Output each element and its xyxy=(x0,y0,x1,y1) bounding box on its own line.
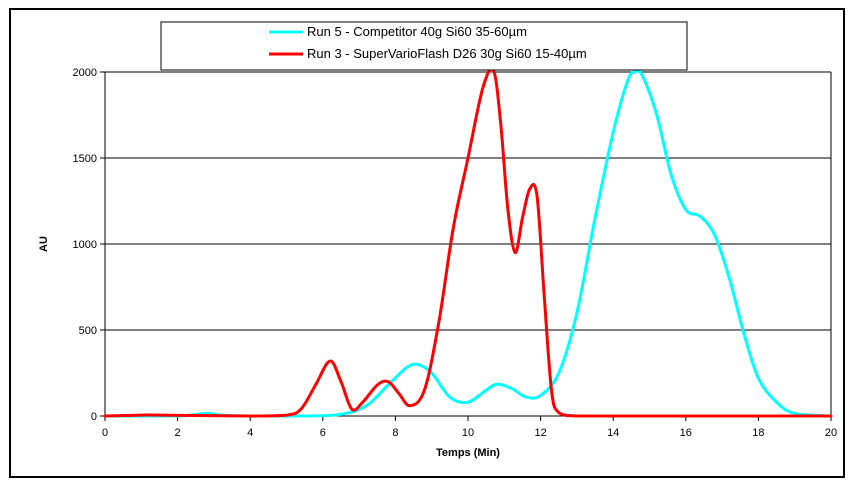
y-tick-label: 1500 xyxy=(73,153,97,165)
x-axis-title: Temps (Min) xyxy=(436,447,500,459)
tick-labels: 0 500 1000 1500 2000 0 2 4 6 8 10 12 14 16 18 20 xyxy=(73,67,838,439)
x-tick-label: 10 xyxy=(462,427,474,439)
y-tick-label: 500 xyxy=(79,325,97,337)
x-tick-label: 8 xyxy=(392,427,398,439)
series-line-run-5 xyxy=(103,69,833,418)
legend: Run 5 - Competitor 40g Si60 35-60µm Run … xyxy=(160,21,688,71)
x-tick-label: 14 xyxy=(607,427,619,439)
x-tick-label: 20 xyxy=(825,427,837,439)
x-tick-label: 16 xyxy=(680,427,692,439)
y-axis-title: AU xyxy=(38,236,50,252)
series-lines xyxy=(103,67,833,418)
series-line-run-3 xyxy=(103,67,833,418)
legend-label-run-5: Run 5 - Competitor 40g Si60 35-60µm xyxy=(307,24,527,39)
chart: 0 500 1000 1500 2000 0 2 4 6 8 10 12 14 16 18 20 Temps … xyxy=(38,21,838,459)
x-tick-label: 18 xyxy=(752,427,764,439)
gridlines xyxy=(105,71,831,331)
x-tick-label: 0 xyxy=(102,427,108,439)
legend-box xyxy=(160,21,688,71)
x-tick-label: 12 xyxy=(534,427,546,439)
x-tick-label: 6 xyxy=(320,427,326,439)
x-tick-label: 4 xyxy=(247,427,253,439)
y-tick-label: 1000 xyxy=(73,239,97,251)
y-tick-label: 0 xyxy=(91,411,97,423)
y-tick-label: 2000 xyxy=(73,67,97,79)
legend-label-run-3: Run 3 - SuperVarioFlash D26 30g Si60 15-… xyxy=(307,46,587,61)
x-tick-label: 2 xyxy=(175,427,181,439)
axes xyxy=(100,71,832,421)
chart-frame: 0 500 1000 1500 2000 0 2 4 6 8 10 12 14 16 18 20 Temps … xyxy=(9,8,845,478)
